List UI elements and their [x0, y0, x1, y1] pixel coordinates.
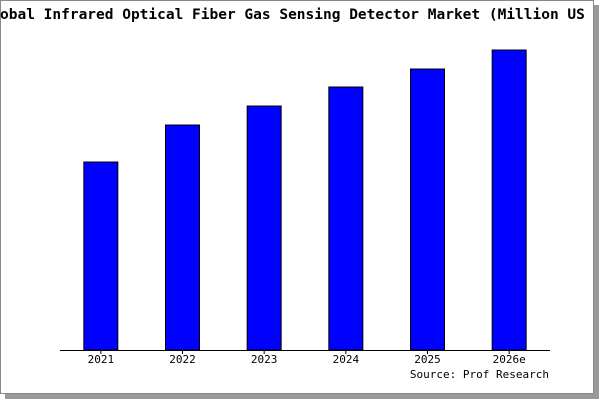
bar: [83, 161, 119, 351]
x-tick-label: 2024: [333, 353, 360, 366]
chart-title: obal Infrared Optical Fiber Gas Sensing …: [0, 7, 585, 23]
bar: [410, 68, 445, 351]
bar: [246, 105, 282, 351]
x-tick-label: 2023: [251, 353, 278, 366]
source-note: Source: Prof Research: [410, 368, 549, 381]
bar: [165, 124, 200, 351]
x-tick-label: 2026e: [493, 353, 526, 366]
x-tick-label: 2025: [414, 353, 441, 366]
x-tick-label: 2022: [169, 353, 196, 366]
bar: [328, 86, 364, 351]
x-tick-label: 2021: [88, 353, 115, 366]
bar: [491, 49, 527, 351]
